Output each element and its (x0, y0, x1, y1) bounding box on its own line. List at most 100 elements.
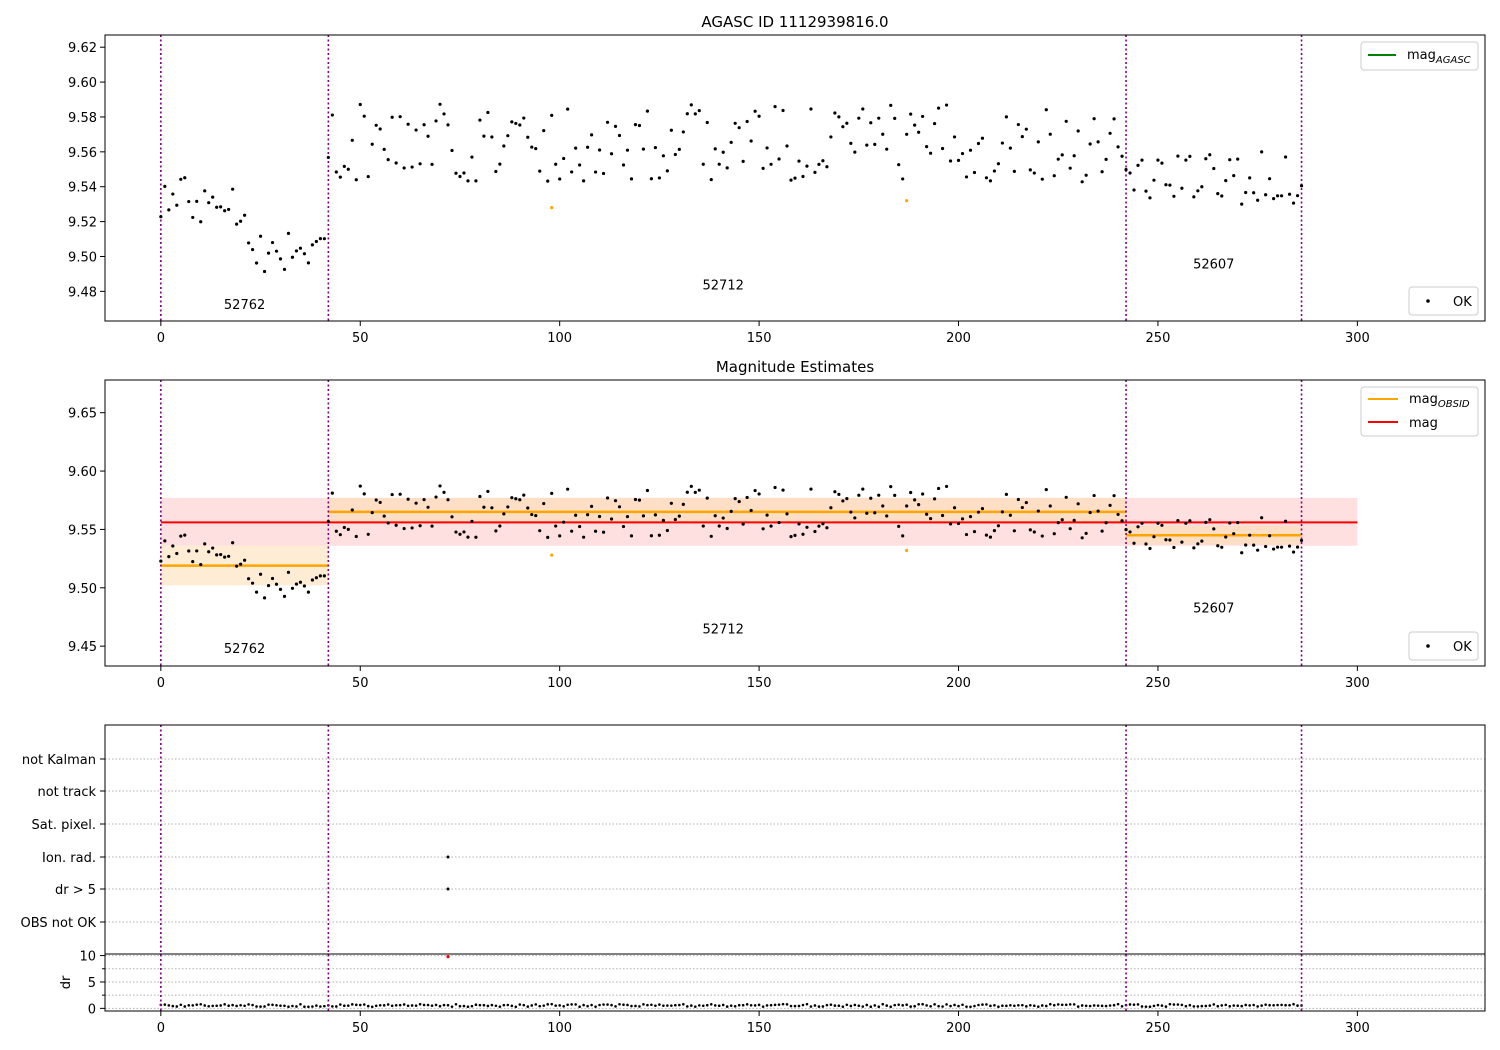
dr-point (406, 1004, 410, 1008)
observation-point (925, 512, 929, 516)
observation-point (669, 128, 673, 132)
observation-point (817, 162, 821, 166)
observation-point (601, 171, 606, 176)
observation-point (1076, 502, 1080, 506)
observation-point (450, 515, 454, 519)
observation-point (657, 533, 661, 537)
dr-point (857, 1004, 861, 1008)
observation-point (171, 192, 175, 196)
dr-point (638, 1005, 641, 1008)
dr-point (570, 1003, 573, 1006)
dr-point (530, 1004, 534, 1007)
observation-point (414, 128, 418, 132)
observation-point (625, 515, 630, 519)
observation-point (566, 107, 570, 111)
dr-point (1212, 1003, 1216, 1006)
observation-point (753, 488, 757, 493)
dr-point (1204, 1004, 1208, 1008)
dr-point (1044, 1004, 1048, 1008)
observation-point (1283, 519, 1288, 523)
dr-point (546, 1003, 550, 1006)
dr-point (526, 1005, 530, 1008)
dr-point (1268, 1003, 1271, 1007)
observation-point (386, 158, 390, 162)
observation-point (1192, 546, 1196, 550)
dr-point (462, 1004, 466, 1008)
observation-point (514, 121, 518, 126)
observation-point (302, 252, 307, 256)
observation-point (1084, 173, 1088, 177)
dr-point (183, 1005, 187, 1008)
observation-point (334, 170, 338, 174)
observation-point (518, 123, 522, 127)
observation-point (426, 134, 430, 138)
observation-point (1283, 155, 1288, 159)
y-tick-label: 9.48 (68, 285, 97, 300)
y-tick-label: 9.52 (68, 216, 97, 231)
observation-point (430, 524, 434, 528)
dr-point (291, 1004, 294, 1008)
dr-point (801, 1003, 805, 1007)
dr-point (1136, 1003, 1140, 1006)
observation-point (705, 496, 709, 500)
observation-point (578, 524, 582, 529)
obsid-label: 52712 (703, 622, 744, 637)
observation-point (1112, 494, 1116, 498)
observation-point (992, 169, 997, 173)
observation-point (1060, 153, 1064, 157)
observation-point (414, 501, 418, 505)
dr-point (1228, 1005, 1232, 1008)
dr-point (538, 1004, 542, 1008)
observation-point (761, 527, 765, 531)
x-tick-label: 250 (1146, 1021, 1171, 1036)
dr-point (490, 1003, 494, 1007)
observation-point (889, 485, 893, 489)
observation-point (362, 114, 366, 118)
observation-point (913, 498, 917, 502)
observation-point (570, 529, 574, 533)
observation-point (733, 121, 737, 125)
observation-point (215, 553, 219, 557)
observation-point (231, 541, 235, 545)
observation-point (270, 240, 275, 245)
observation-point (410, 526, 414, 530)
observation-point (246, 241, 251, 245)
dr-point (271, 1003, 274, 1007)
observation-point (1184, 158, 1188, 162)
observation-point (948, 522, 953, 526)
dr-point (574, 1003, 577, 1006)
dr-point (243, 1004, 246, 1008)
dr-point (1076, 1005, 1080, 1008)
flags-panel: not Kalman not track Sat. pixel. Ion. rad. d… (21, 724, 1486, 1036)
dr-point (1005, 1004, 1008, 1008)
dr-point (446, 1003, 450, 1007)
observation-point (613, 124, 618, 128)
observation-point (905, 132, 909, 136)
y-tick-label: 9.55 (68, 523, 97, 538)
observation-point (665, 169, 669, 173)
observation-point (522, 116, 526, 120)
observation-point (1152, 178, 1156, 182)
observation-point (554, 524, 558, 528)
observation-point (809, 107, 813, 111)
observation-point (370, 142, 374, 146)
observation-point (1068, 527, 1072, 531)
observation-point (227, 207, 231, 212)
plot-frame (104, 724, 1486, 1012)
dr-point (191, 1004, 195, 1007)
dr-point (654, 1004, 657, 1007)
observation-point (1232, 532, 1236, 536)
observation-point (586, 513, 590, 517)
observation-point (191, 560, 195, 564)
observation-point (721, 150, 725, 154)
dr-point (1260, 1004, 1263, 1007)
dr-point (247, 1003, 250, 1006)
observation-point (1108, 131, 1112, 135)
observation-point (936, 106, 941, 110)
x-tick-label: 0 (157, 1021, 165, 1036)
observation-point (689, 103, 693, 107)
observation-point (386, 521, 390, 525)
observation-point (506, 505, 510, 509)
observation-point (478, 494, 482, 499)
observation-point (861, 487, 865, 491)
